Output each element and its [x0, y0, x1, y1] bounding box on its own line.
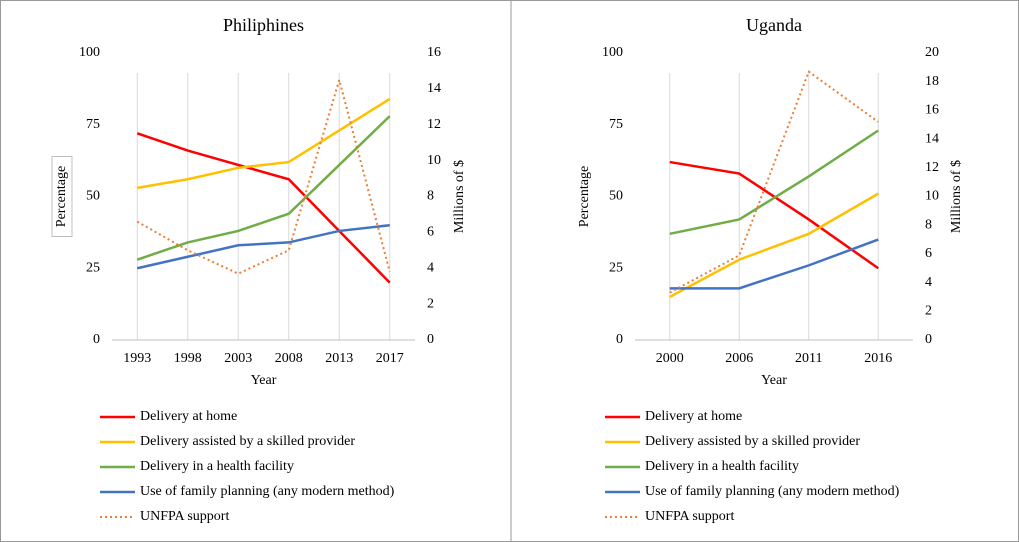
y-tick-label: 75	[86, 117, 100, 132]
y-tick-label: 100	[602, 45, 623, 60]
y-tick-label: 100	[79, 45, 100, 60]
legend-label: UNFPA support	[645, 509, 734, 524]
series-line	[669, 238, 879, 290]
y2-tick-label: 18	[925, 74, 939, 89]
y2-tick-label: 14	[925, 131, 939, 146]
y2-tick-label: 12	[925, 160, 939, 175]
legend-label: Delivery in a health facility	[140, 459, 294, 474]
y2-tick-label: 16	[925, 103, 939, 118]
legend-label: UNFPA support	[140, 509, 229, 524]
y-tick-label: 50	[86, 189, 100, 204]
y2-tick-label: 2	[427, 296, 434, 311]
series-line	[137, 97, 391, 190]
y2-tick-label: 8	[925, 217, 932, 232]
y-tick-label: 25	[609, 260, 623, 275]
x-tick-label: 2003	[224, 351, 252, 366]
series-line	[136, 76, 391, 275]
series-line	[669, 192, 879, 299]
y2-tick-label: 14	[427, 81, 441, 96]
x-tick-label: 2000	[656, 351, 684, 366]
y2-tick-label: 6	[427, 225, 434, 240]
x-axis-label: Year	[251, 373, 277, 388]
legend-label: Delivery assisted by a skilled provider	[140, 434, 355, 449]
legend-label: Use of family planning (any modern metho…	[645, 484, 900, 499]
y2-tick-label: 16	[427, 45, 441, 60]
y-tick-label: 0	[616, 332, 623, 347]
chart-title: Philiphines	[223, 15, 304, 35]
y2-tick-label: 12	[427, 117, 441, 132]
y2-tick-label: 4	[427, 260, 434, 275]
y2-tick-label: 10	[427, 153, 441, 168]
x-tick-label: 2008	[275, 351, 303, 366]
y-tick-label: 75	[609, 117, 623, 132]
legend-label: Delivery at home	[645, 409, 742, 424]
y2-tick-label: 2	[925, 304, 932, 319]
y-axis-label: Percentage	[54, 166, 69, 227]
series-line	[669, 129, 879, 236]
y2-axis-label: Millions of $	[949, 160, 964, 233]
y2-axis-label: Millions of $	[452, 160, 467, 233]
legend-label: Delivery in a health facility	[645, 459, 799, 474]
y2-tick-label: 20	[925, 45, 939, 60]
x-tick-label: 1993	[123, 351, 151, 366]
y2-tick-label: 0	[925, 332, 932, 347]
y-label-box	[51, 156, 73, 237]
series-line	[136, 223, 390, 270]
y2-tick-label: 8	[427, 189, 434, 204]
y-axis-label: Percentage	[577, 166, 592, 227]
x-tick-label: 2017	[376, 351, 404, 366]
x-axis-label: Year	[761, 373, 787, 388]
y-tick-label: 25	[86, 260, 100, 275]
y2-tick-label: 0	[427, 332, 434, 347]
y2-tick-label: 10	[925, 189, 939, 204]
x-tick-label: 2013	[325, 351, 353, 366]
series-line	[669, 70, 879, 294]
x-tick-label: 2006	[725, 351, 753, 366]
legend-label: Use of family planning (any modern metho…	[140, 484, 395, 499]
chart-title: Uganda	[746, 15, 802, 35]
y2-tick-label: 6	[925, 246, 932, 261]
legend-label: Delivery at home	[140, 409, 237, 424]
x-tick-label: 1998	[174, 351, 202, 366]
y-tick-label: 50	[609, 189, 623, 204]
y-tick-label: 0	[93, 332, 100, 347]
x-tick-label: 2011	[795, 351, 822, 366]
series-line	[136, 132, 391, 284]
legend-label: Delivery assisted by a skilled provider	[645, 434, 860, 449]
series-line	[136, 115, 391, 261]
y2-tick-label: 4	[925, 275, 932, 290]
x-tick-label: 2016	[864, 351, 892, 366]
